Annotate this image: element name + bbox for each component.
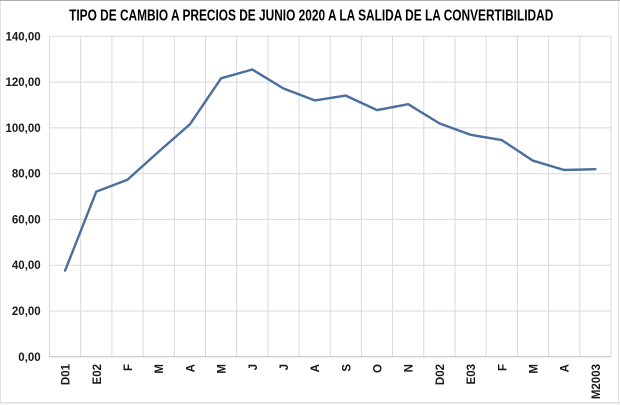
- svg-text:140,00: 140,00: [6, 31, 41, 43]
- svg-text:M: M: [529, 364, 541, 374]
- svg-text:A: A: [310, 364, 322, 372]
- svg-text:20,00: 20,00: [12, 306, 41, 318]
- svg-text:80,00: 80,00: [12, 169, 41, 181]
- svg-text:E02: E02: [92, 364, 104, 384]
- svg-text:M: M: [217, 364, 229, 374]
- svg-text:E03: E03: [466, 364, 478, 384]
- svg-text:J: J: [248, 364, 260, 370]
- svg-text:F: F: [497, 364, 509, 371]
- svg-text:60,00: 60,00: [12, 214, 41, 226]
- svg-text:S: S: [341, 364, 353, 372]
- svg-text:D01: D01: [61, 363, 73, 385]
- svg-text:F: F: [123, 364, 135, 371]
- svg-text:40,00: 40,00: [12, 260, 41, 272]
- svg-text:A: A: [560, 364, 572, 372]
- svg-text:J: J: [279, 364, 291, 370]
- svg-text:M: M: [154, 364, 166, 374]
- svg-text:0,00: 0,00: [18, 352, 40, 364]
- svg-text:M2003: M2003: [591, 364, 603, 399]
- svg-text:D02: D02: [435, 364, 447, 385]
- svg-text:A: A: [185, 364, 197, 372]
- svg-text:N: N: [404, 364, 416, 372]
- svg-text:TIPO DE CAMBIO A PRECIOS DE JU: TIPO DE CAMBIO A PRECIOS DE JUNIO 2020 A…: [69, 7, 553, 24]
- svg-text:O: O: [373, 364, 385, 373]
- svg-text:100,00: 100,00: [6, 123, 41, 135]
- svg-text:120,00: 120,00: [6, 77, 41, 89]
